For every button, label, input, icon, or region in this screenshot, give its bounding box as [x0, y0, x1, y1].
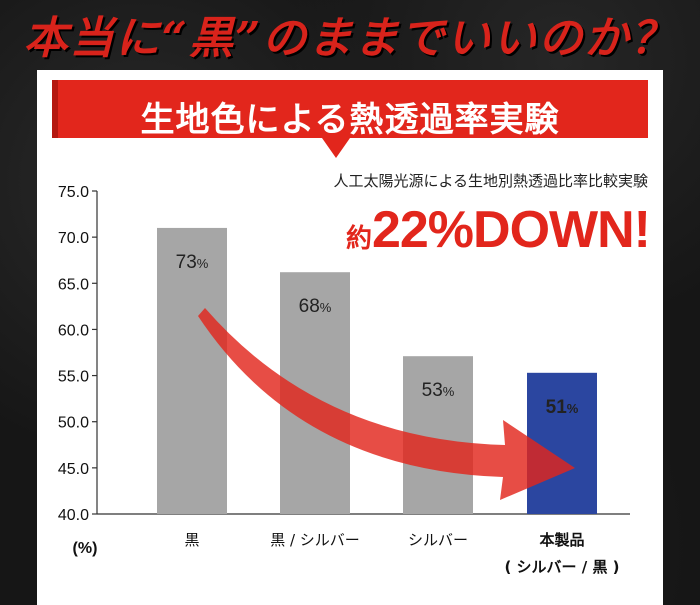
reduction-callout: 約22%DOWN! — [260, 200, 651, 260]
category-label: シルバー — [408, 531, 468, 549]
category-label: 本製品 — [539, 531, 584, 549]
trend-arrow — [198, 308, 575, 500]
y-tick-label: 60.0 — [58, 322, 89, 339]
headline: 本当に“黒”のままでいいのか？ — [23, 13, 677, 64]
bar-value-label: 53% — [422, 380, 455, 401]
bar-4 — [527, 372, 597, 514]
category-label: 黒 / シルバー — [270, 531, 360, 549]
title-banner — [52, 80, 648, 158]
bar-value-label: 51% — [546, 397, 579, 418]
bar-value-number: 53 — [422, 380, 443, 401]
bar-value-unit: % — [443, 384, 455, 399]
bar-value-label: 73% — [176, 252, 209, 273]
category-sublabel: ( シルバー / 黒 ) — [504, 558, 619, 576]
bar-value-unit: % — [320, 300, 332, 315]
bar-value-unit: % — [567, 401, 579, 416]
y-tick-label: 40.0 — [58, 507, 89, 524]
bar-value-number: 68 — [299, 296, 320, 317]
y-tick-label: 50.0 — [58, 415, 89, 432]
banner-title: 生地色による熱透過率実験 — [140, 100, 560, 140]
y-tick-label: 65.0 — [58, 276, 89, 293]
callout-value: 22%DOWN! — [371, 201, 651, 259]
y-tick-label: 55.0 — [58, 369, 89, 386]
bar-value-number: 51 — [546, 397, 568, 418]
y-axis-unit-label: (%) — [73, 540, 98, 557]
callout-prefix: 約 — [345, 224, 372, 254]
bar-value-unit: % — [197, 256, 209, 271]
y-tick-label: 70.0 — [58, 230, 89, 247]
y-tick-label: 45.0 — [58, 461, 89, 478]
y-tick-label: 75.0 — [58, 184, 89, 201]
category-label: 黒 — [184, 531, 199, 549]
bar-value-label: 68% — [299, 296, 332, 317]
chart-subtitle: 人工太陽光源による生地別熱透過比率比較実験 — [333, 172, 648, 190]
bar-1 — [157, 227, 227, 514]
bar-value-number: 73 — [176, 252, 197, 273]
